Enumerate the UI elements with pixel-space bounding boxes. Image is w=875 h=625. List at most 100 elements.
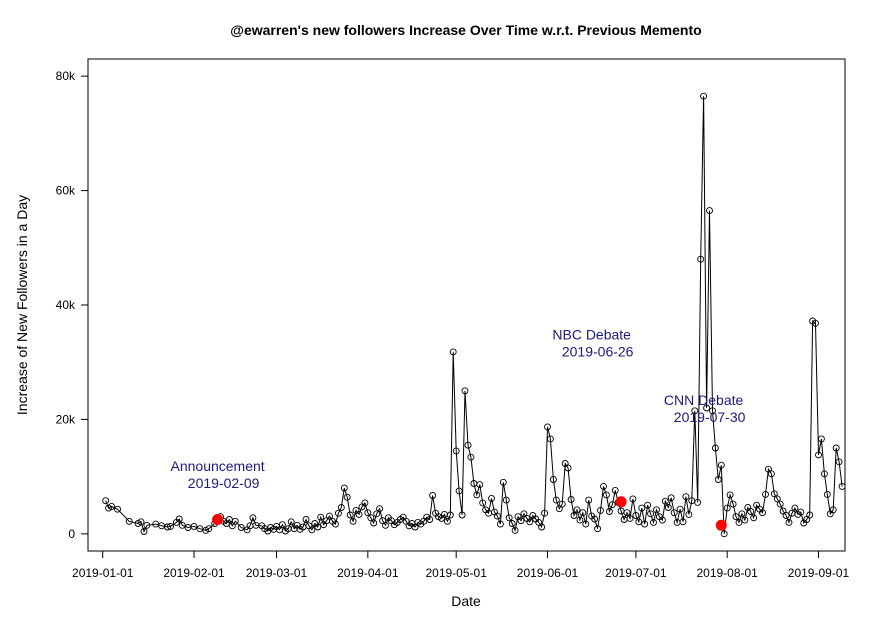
data-point xyxy=(632,512,640,519)
data-point xyxy=(473,491,481,499)
data-point xyxy=(812,319,819,327)
data-point xyxy=(367,514,375,522)
data-point xyxy=(287,518,295,526)
data-point xyxy=(361,499,369,507)
data-point xyxy=(667,494,675,502)
data-point xyxy=(576,516,584,524)
data-point xyxy=(544,423,551,431)
data-point xyxy=(567,496,575,503)
data-point xyxy=(591,515,599,523)
data-point xyxy=(600,482,607,490)
x-tick-label: 2019-07-01 xyxy=(605,566,667,580)
data-point xyxy=(137,518,145,526)
data-point xyxy=(714,476,722,483)
x-tick-label: 2019-05-01 xyxy=(425,566,487,580)
data-point xyxy=(797,508,805,516)
data-point xyxy=(278,521,286,529)
data-point xyxy=(635,518,643,526)
data-point xyxy=(334,509,342,517)
x-tick-label: 2019-02-01 xyxy=(163,566,225,580)
data-point xyxy=(709,407,716,415)
data-point xyxy=(429,492,437,499)
data-point xyxy=(376,505,384,513)
data-point xyxy=(773,495,781,503)
data-point xyxy=(770,490,778,498)
data-point xyxy=(114,505,121,513)
data-point xyxy=(190,522,198,530)
data-point xyxy=(685,510,693,518)
data-point xyxy=(140,528,148,535)
data-point xyxy=(829,506,837,514)
data-point xyxy=(499,478,507,486)
data-point xyxy=(782,512,790,519)
data-point xyxy=(679,518,687,526)
x-tick-label: 2019-04-01 xyxy=(337,566,399,580)
data-point xyxy=(738,510,746,518)
data-point xyxy=(823,490,831,498)
data-point xyxy=(573,506,581,514)
event-date-label: 2019-07-30 xyxy=(674,409,746,425)
data-point xyxy=(125,517,133,525)
x-tick-label: 2019-06-01 xyxy=(517,566,579,580)
data-point xyxy=(308,526,316,534)
event-label: CNN Debate xyxy=(664,392,744,408)
data-point xyxy=(747,508,755,515)
x-tick-label: 2019-09-01 xyxy=(788,566,850,580)
data-point xyxy=(564,464,572,472)
data-point xyxy=(452,447,460,455)
data-point xyxy=(711,444,719,452)
data-point xyxy=(767,470,775,478)
data-point xyxy=(806,511,814,519)
data-point xyxy=(661,497,669,505)
data-point xyxy=(664,504,672,511)
data-point xyxy=(644,501,652,509)
data-point xyxy=(691,407,699,415)
data-point xyxy=(558,500,566,508)
data-point xyxy=(102,497,110,505)
data-point xyxy=(143,521,151,529)
data-point xyxy=(570,512,578,519)
series-line xyxy=(105,96,843,534)
y-tick-label: 20k xyxy=(56,412,76,426)
data-point xyxy=(340,484,348,492)
data-point xyxy=(517,517,525,525)
data-point xyxy=(726,491,734,499)
data-point xyxy=(594,525,602,533)
data-point xyxy=(349,517,357,525)
data-point xyxy=(446,511,454,519)
data-point xyxy=(449,348,457,356)
data-point xyxy=(582,520,590,528)
data-point xyxy=(700,92,708,100)
data-point xyxy=(178,521,186,529)
data-point xyxy=(597,506,604,514)
chart-title: @ewarren's new followers Increase Over T… xyxy=(230,22,701,38)
data-point xyxy=(443,517,451,525)
y-tick-label: 80k xyxy=(56,69,76,83)
event-label: Announcement xyxy=(171,458,265,474)
data-point xyxy=(776,500,784,508)
data-point xyxy=(626,514,634,522)
data-point xyxy=(785,518,793,526)
data-point xyxy=(337,504,345,511)
data-point xyxy=(641,520,649,528)
data-point xyxy=(508,520,516,527)
data-point xyxy=(373,510,381,518)
data-point xyxy=(647,510,655,518)
data-point xyxy=(741,516,749,524)
series-layer xyxy=(102,92,846,538)
y-axis: 0 20k 40k 60k 80k xyxy=(56,69,89,541)
data-point xyxy=(249,514,257,522)
data-point xyxy=(467,453,475,461)
data-point xyxy=(653,506,660,514)
data-point xyxy=(326,512,333,520)
data-point xyxy=(703,404,711,412)
data-point xyxy=(164,523,171,531)
data-point xyxy=(237,524,245,531)
data-point xyxy=(538,523,546,531)
data-point xyxy=(108,502,116,510)
data-point xyxy=(505,514,513,522)
data-point xyxy=(496,520,504,528)
data-point xyxy=(835,458,843,466)
